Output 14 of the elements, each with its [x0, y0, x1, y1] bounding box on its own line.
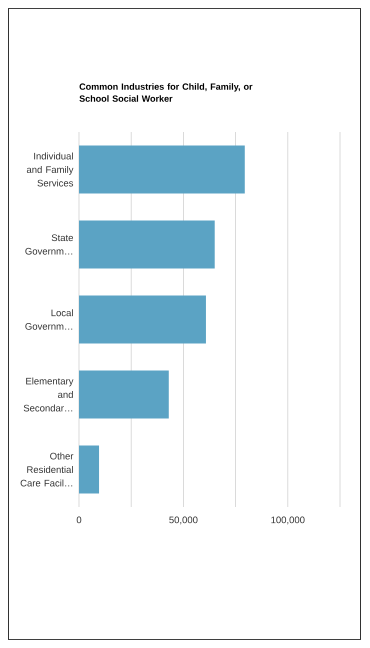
y-tick-label: Individual and Family Services: [26, 152, 74, 186]
x-tick-label: 50,000: [169, 516, 198, 524]
y-tick-label: Elementary and Secondar…: [24, 378, 74, 412]
bar: [79, 370, 169, 418]
y-tick-label: State Governm…: [25, 234, 74, 255]
bar: [79, 446, 100, 494]
x-tick-label: 0: [76, 516, 82, 524]
bar: [79, 220, 215, 268]
y-tick-label: Other Residential Care Facil…: [20, 452, 74, 486]
x-tick-label: 100,000: [271, 516, 305, 524]
bar: [79, 146, 245, 194]
bar: [79, 296, 206, 344]
y-tick-label: Local Governm…: [25, 309, 73, 330]
chart-title: Common Industries for Child, Family, or School Social Worker: [79, 83, 252, 102]
